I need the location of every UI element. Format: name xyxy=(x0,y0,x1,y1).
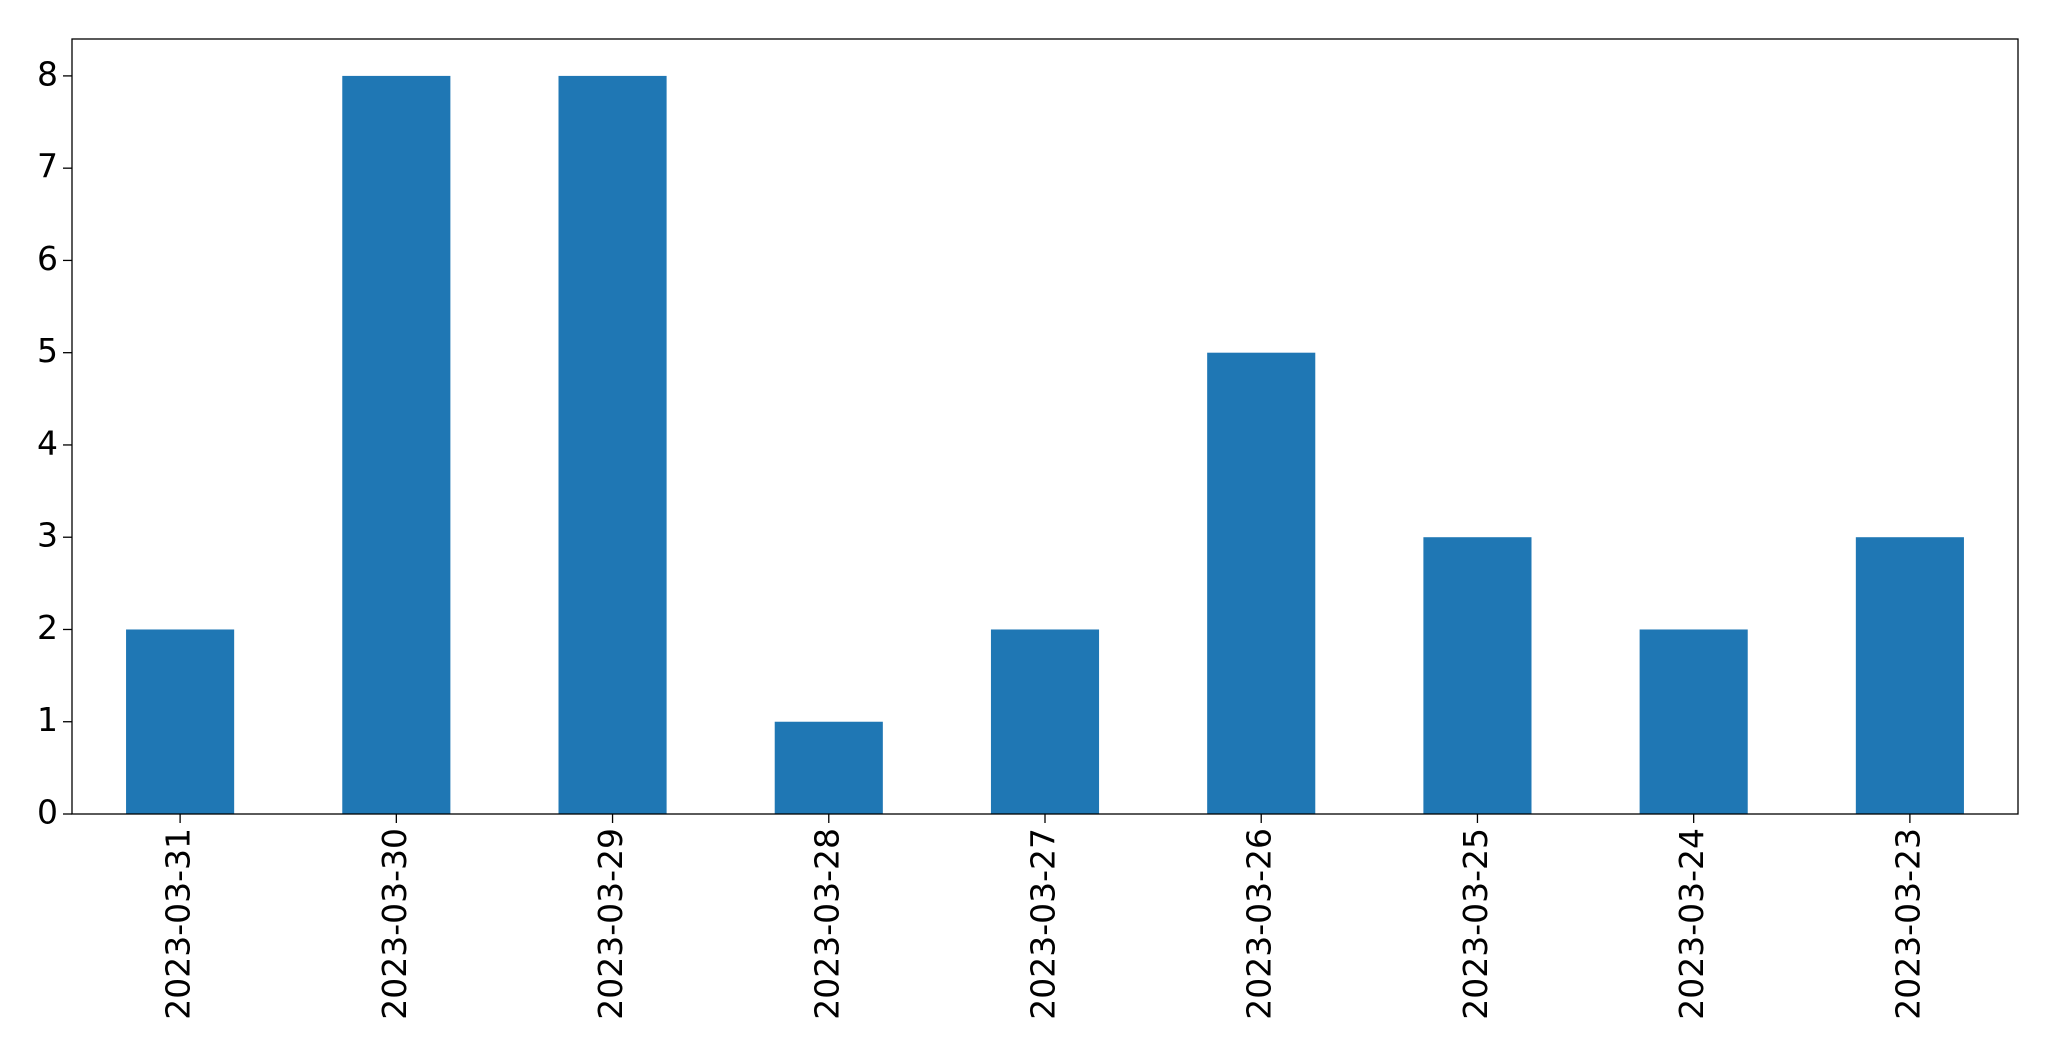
bar xyxy=(126,629,235,814)
y-tick-label: 7 xyxy=(37,147,58,186)
y-tick-label: 2 xyxy=(37,608,58,647)
bar xyxy=(774,721,883,814)
y-tick-label: 8 xyxy=(37,54,58,93)
bar xyxy=(1207,352,1316,814)
y-tick-label: 0 xyxy=(37,793,58,832)
x-tick-label: 2023-03-23 xyxy=(1888,828,1927,1020)
bar xyxy=(1639,629,1748,814)
x-tick-label: 2023-03-31 xyxy=(159,828,198,1020)
y-tick-label: 1 xyxy=(37,700,58,739)
bar xyxy=(342,75,451,814)
x-tick-label: 2023-03-28 xyxy=(807,828,846,1020)
plot-frame xyxy=(71,38,2019,815)
x-tick-label: 2023-03-24 xyxy=(1672,828,1711,1020)
bar xyxy=(990,629,1100,814)
x-tick-label: 2023-03-30 xyxy=(375,828,414,1020)
x-tick-label: 2023-03-27 xyxy=(1024,828,1063,1020)
y-tick-label: 4 xyxy=(37,423,58,462)
bar xyxy=(1855,537,1964,814)
y-tick-label: 3 xyxy=(37,516,58,555)
bar xyxy=(558,75,667,814)
x-tick-label: 2023-03-26 xyxy=(1240,828,1279,1020)
x-tick-label: 2023-03-25 xyxy=(1456,828,1495,1020)
bar xyxy=(1423,537,1532,814)
y-tick-label: 5 xyxy=(37,331,58,370)
y-tick-label: 6 xyxy=(37,239,58,278)
x-tick-label: 2023-03-29 xyxy=(591,828,630,1020)
